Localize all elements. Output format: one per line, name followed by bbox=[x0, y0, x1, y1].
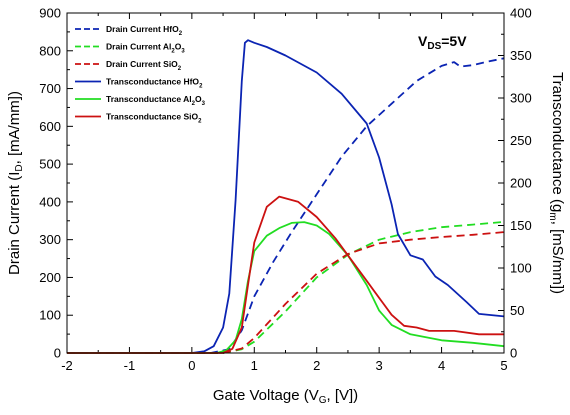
y-right-tick-label: 250 bbox=[510, 133, 532, 148]
legend-label-4: Transconductance Al2O3 bbox=[106, 94, 206, 107]
y-left-tick-label: 900 bbox=[39, 6, 61, 21]
x-tick-label: 0 bbox=[188, 358, 195, 373]
legend-label-3: Transconductance HfO2 bbox=[106, 77, 203, 90]
y-left-tick-label: 200 bbox=[39, 270, 61, 285]
annotation: VDS=5V bbox=[418, 33, 467, 52]
y-left-tick-label: 300 bbox=[39, 232, 61, 247]
y-left-title-group: Drain Current (ID, [mA/mm]) bbox=[6, 91, 25, 275]
x-axis-title: Gate Voltage (VG, [V]) bbox=[213, 387, 358, 406]
y-left-tick-label: 800 bbox=[39, 43, 61, 58]
legend-label-2: Drain Current SiO2 bbox=[106, 59, 182, 72]
y-right-tick-label: 50 bbox=[510, 303, 524, 318]
series-line-3 bbox=[67, 39, 505, 354]
vds-annotation: VDS=5V bbox=[418, 33, 467, 52]
series-line-4 bbox=[67, 221, 505, 354]
y-right-tick-label: 0 bbox=[510, 346, 517, 361]
legend-label-5: Transconductance SiO2 bbox=[106, 112, 202, 125]
plot-frame bbox=[66, 12, 505, 354]
x-tick-label: -2 bbox=[61, 358, 73, 373]
legend-label-1: Drain Current Al2O3 bbox=[106, 42, 185, 55]
x-tick-label: 4 bbox=[438, 358, 445, 373]
y-right-tick-label: 150 bbox=[510, 218, 532, 233]
y-left-tick-label: 0 bbox=[54, 346, 61, 361]
series-line-1 bbox=[67, 221, 505, 354]
y-right-title-group: Transconductance (gm, [mS/mm]) bbox=[547, 72, 566, 294]
x-tick-label: 1 bbox=[251, 358, 258, 373]
y-right-tick-label: 350 bbox=[510, 48, 532, 63]
legend: Drain Current HfO2 Drain Current Al2O3 Dra… bbox=[75, 24, 206, 125]
series-line-2 bbox=[67, 231, 505, 354]
y-right-tick-label: 100 bbox=[510, 261, 532, 276]
series-layer bbox=[67, 39, 505, 354]
x-tick-label: -1 bbox=[124, 358, 136, 373]
x-tick-label: 5 bbox=[500, 358, 507, 373]
y-left-tick-label: 700 bbox=[39, 81, 61, 96]
y-left-tick-label: 600 bbox=[39, 119, 61, 134]
y-right-tick-label: 400 bbox=[510, 6, 532, 21]
y-left-axis-title: Drain Current (ID, [mA/mm]) bbox=[6, 91, 25, 275]
y-right-tick-label: 200 bbox=[510, 176, 532, 191]
y-left-tick-label: 100 bbox=[39, 308, 61, 323]
series-line-0 bbox=[67, 57, 505, 354]
legend-label-0: Drain Current HfO2 bbox=[106, 24, 183, 37]
y-left-tick-label: 500 bbox=[39, 157, 61, 172]
labels-layer: -2 -1 0 1 2 3 4 5010020030040050060070080090005… bbox=[6, 6, 566, 407]
y-right-axis-title: Transconductance (gm, [mS/mm]) bbox=[547, 72, 566, 294]
x-tick-label: 3 bbox=[376, 358, 383, 373]
series-line-5 bbox=[67, 195, 504, 354]
y-right-tick-label: 300 bbox=[510, 91, 532, 106]
y-left-tick-label: 400 bbox=[39, 194, 61, 209]
x-tick-label: 2 bbox=[313, 358, 320, 373]
